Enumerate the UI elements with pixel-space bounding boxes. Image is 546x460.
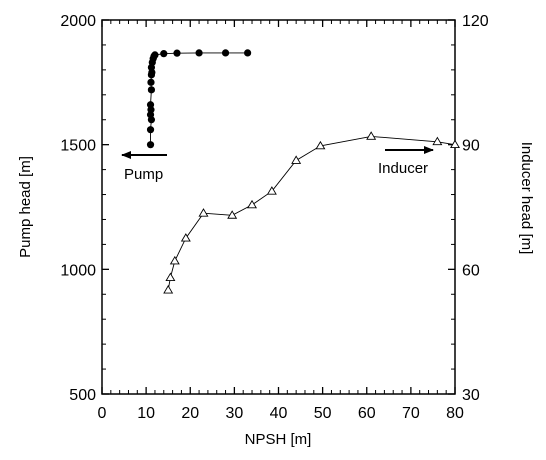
right-y-axis-ticks: 30 60 90 120 (448, 13, 489, 404)
series-layer (146, 49, 460, 294)
pump-data-point (244, 49, 252, 57)
left-y-axis-title: Pump head [m] (17, 156, 34, 258)
inducer-data-point (291, 155, 302, 164)
x-tick-label: 20 (181, 405, 199, 422)
x-tick-label: 10 (137, 405, 155, 422)
inducer-data-point (266, 186, 277, 195)
inducer-data-point (165, 272, 176, 282)
pump-data-point (146, 126, 155, 134)
left-y-tick-label: 2000 (60, 13, 96, 30)
right-y-axis-title: Inducer head [m] (518, 142, 535, 255)
inducer-data-point (169, 255, 180, 265)
pump-data-point (146, 101, 155, 109)
inducer-data-point (450, 139, 460, 149)
pump-data-point (147, 86, 156, 94)
x-tick-label: 50 (314, 405, 332, 422)
inducer-data-point (227, 210, 238, 219)
right-y-tick-label: 120 (462, 13, 489, 30)
inducer-data-point (247, 199, 258, 209)
left-y-tick-label: 1000 (60, 262, 96, 279)
pump-data-point (146, 141, 155, 149)
right-y-tick-label: 30 (462, 387, 480, 404)
plot-frame (101, 19, 456, 395)
inducer-data-point (163, 285, 174, 294)
pump-annotation: Pump (124, 166, 163, 183)
x-tick-label: 60 (358, 405, 376, 422)
left-y-tick-label: 1500 (60, 138, 96, 155)
pump-data-point (195, 49, 203, 57)
pump-data-point (221, 49, 230, 57)
x-tick-label: 0 (98, 405, 107, 422)
pump-data-point (173, 49, 181, 57)
inducer-data-point (432, 136, 443, 146)
x-tick-label: 40 (270, 405, 288, 422)
x-tick-label: 80 (446, 405, 464, 422)
x-tick-label: 30 (225, 405, 243, 422)
pump-data-point (160, 50, 168, 58)
inducer-data-point (198, 208, 209, 217)
pump-series-line (150, 52, 248, 145)
pump-data-point (147, 78, 155, 86)
x-tick-label: 70 (402, 405, 420, 422)
right-y-tick-label: 90 (462, 138, 480, 155)
x-axis-title: NPSH [m] (245, 431, 312, 448)
x-axis-ticks: 0 10 20 30 40 50 60 70 80 (98, 20, 464, 422)
right-y-tick-label: 60 (462, 262, 480, 279)
inducer-data-point (366, 131, 377, 140)
left-y-tick-label: 500 (69, 387, 96, 404)
inducer-data-point (180, 233, 191, 242)
pump-data-point (151, 51, 159, 59)
left-y-axis-ticks: 500 1000 1500 2000 (60, 13, 109, 404)
inducer-data-point (315, 140, 326, 150)
inducer-annotation: Inducer (378, 160, 428, 177)
